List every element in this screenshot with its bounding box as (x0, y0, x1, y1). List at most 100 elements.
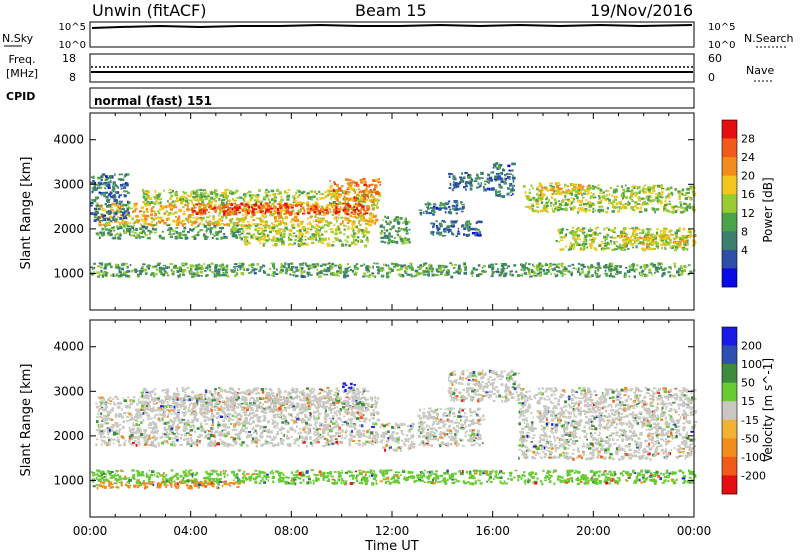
range-time-cell (196, 216, 199, 219)
range-time-cell (634, 268, 638, 271)
range-time-cell (223, 429, 227, 431)
range-time-cell (418, 209, 423, 211)
range-time-cell (253, 267, 256, 271)
range-time-cell (299, 427, 301, 430)
range-time-cell (188, 213, 192, 217)
range-time-cell (104, 191, 108, 194)
range-time-cell (544, 188, 547, 191)
range-time-cell (582, 233, 585, 235)
range-time-cell (364, 435, 367, 438)
range-time-cell (285, 269, 289, 273)
range-time-cell (284, 210, 287, 214)
range-time-cell (625, 236, 628, 240)
range-time-cell (561, 190, 564, 194)
range-time-cell (668, 200, 671, 203)
range-time-cell (286, 198, 290, 201)
range-time-cell (531, 269, 533, 273)
range-time-cell (94, 188, 97, 191)
range-time-cell (466, 181, 470, 184)
range-time-cell (628, 240, 632, 243)
range-time-cell (218, 227, 222, 229)
range-time-cell (108, 417, 112, 421)
range-time-cell (509, 270, 512, 273)
range-time-cell (452, 178, 456, 180)
range-time-cell (320, 208, 322, 211)
range-time-cell (123, 194, 125, 196)
y-tick-label: 2000 (53, 222, 84, 236)
range-time-cell (500, 273, 502, 276)
range-time-cell (626, 187, 630, 190)
range-time-cell (312, 195, 316, 198)
range-time-cell (560, 239, 564, 241)
range-time-cell (167, 200, 169, 203)
y-tick-label: 4000 (53, 133, 84, 147)
range-time-cell (324, 263, 327, 266)
range-time-cell (133, 204, 137, 208)
range-time-cell (112, 273, 115, 276)
range-time-cell (175, 190, 178, 194)
colorbar-segment (722, 194, 737, 214)
range-time-cell (468, 222, 472, 226)
range-time-cell (133, 224, 135, 227)
range-time-cell (588, 267, 590, 271)
range-time-cell (169, 197, 172, 200)
range-time-cell (621, 185, 623, 188)
range-time-cell (152, 224, 156, 227)
range-time-cell (114, 212, 117, 216)
range-time-cell (159, 198, 163, 201)
range-time-cell (363, 218, 368, 222)
range-time-cell (405, 221, 408, 225)
range-time-cell (187, 219, 192, 222)
range-time-cell (200, 270, 203, 274)
range-time-cell (403, 264, 406, 267)
range-time-cell (168, 227, 170, 231)
range-time-cell (571, 263, 575, 266)
range-time-cell (368, 191, 372, 193)
range-time-cell (355, 209, 360, 212)
range-time-cell (356, 263, 359, 266)
range-time-cell (561, 274, 564, 277)
range-time-cell (269, 194, 271, 197)
range-time-cell (338, 201, 341, 205)
range-time-cell (335, 193, 339, 197)
range-time-cell (598, 195, 601, 198)
range-time-cell (661, 262, 663, 266)
range-time-cell (189, 444, 192, 447)
date-title: 19/Nov/2016 (590, 1, 693, 20)
range-time-cell (528, 263, 531, 265)
range-time-cell (563, 186, 566, 188)
range-time-cell (361, 194, 365, 198)
range-time-cell (587, 272, 590, 276)
range-time-cell (374, 185, 378, 189)
range-time-cell (296, 189, 301, 192)
range-time-cell (570, 189, 573, 193)
range-time-cell (492, 171, 495, 174)
range-time-cell (610, 243, 613, 245)
range-time-cell (439, 201, 443, 205)
range-time-cell (577, 183, 582, 187)
range-time-cell (184, 411, 187, 414)
range-time-cell (297, 223, 299, 226)
range-time-cell (565, 245, 567, 248)
range-time-cell (339, 206, 342, 210)
range-time-cell (653, 199, 656, 201)
range-time-cell (673, 237, 676, 240)
range-time-cell (124, 263, 128, 265)
range-time-cell (457, 208, 460, 211)
range-time-cell (606, 197, 610, 200)
range-time-cell (321, 233, 324, 236)
range-time-cell (204, 270, 207, 272)
range-time-cell (325, 206, 329, 209)
range-time-cell (285, 191, 289, 194)
range-time-cell (667, 195, 671, 199)
range-time-cell (128, 232, 131, 236)
range-time-cell (294, 199, 297, 201)
range-time-cell (604, 269, 607, 272)
range-time-cell (601, 240, 604, 243)
range-time-cell (552, 193, 555, 195)
range-time-cell (143, 219, 147, 223)
range-time-cell (142, 193, 146, 196)
range-time-cell (540, 198, 544, 200)
range-time-cell (354, 202, 357, 205)
range-time-cell (154, 228, 157, 230)
